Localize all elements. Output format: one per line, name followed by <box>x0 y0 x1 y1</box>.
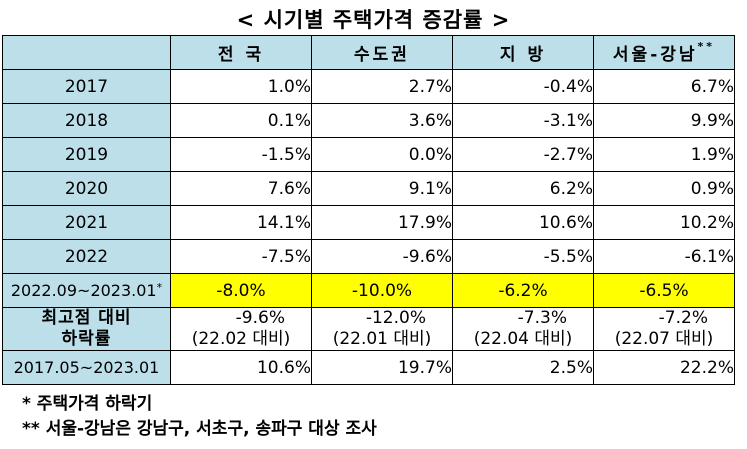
footnotes: * 주택가격 하락기 ** 서울-강남은 강남구, 서초구, 송파구 대상 조사 <box>22 392 377 442</box>
price-change-table: 전 국 수도권 지 방 서울-강남** 2017 1.0% 2.7% -0.4%… <box>2 35 735 385</box>
footnote-1: * 주택가격 하락기 <box>22 394 153 414</box>
highlight-row: 2022.09~2023.01* -8.0% -10.0% -6.2% -6.5… <box>2 273 735 308</box>
row-period: 2021 <box>2 205 171 240</box>
cell-value: -7.2% (22.07 대비) <box>593 307 735 351</box>
header-row: 전 국 수도권 지 방 서울-강남** <box>2 35 735 70</box>
cell-value: 0.0% <box>311 137 453 172</box>
cell-value: 10.6% <box>170 350 312 385</box>
cell-value: 6.7% <box>593 69 735 104</box>
cell-value: -2.7% <box>452 137 594 172</box>
cell-value: -3.1% <box>452 103 594 138</box>
cell-value: -9.6% <box>311 239 453 274</box>
cell-value: 1.9% <box>593 137 735 172</box>
cell-value: -6.1% <box>593 239 735 274</box>
col-header-capital: 수도권 <box>311 35 453 70</box>
cell-value: -7.3% (22.04 대비) <box>452 307 594 351</box>
table-row: 2022 -7.5% -9.6% -5.5% -6.1% <box>2 239 735 274</box>
cell-value: 10.6% <box>452 205 594 240</box>
cell-value: -8.0% <box>170 273 312 308</box>
col-header-nationwide: 전 국 <box>170 35 312 70</box>
row-period: 2018 <box>2 103 171 138</box>
col-header-regional: 지 방 <box>452 35 594 70</box>
cell-value: 1.0% <box>170 69 312 104</box>
cell-value: 19.7% <box>311 350 453 385</box>
cell-value: 17.9% <box>311 205 453 240</box>
cell-value: 6.2% <box>452 171 594 206</box>
total-row: 2017.05~2023.01 10.6% 19.7% 2.5% 22.2% <box>2 350 735 385</box>
cell-value: 14.1% <box>170 205 312 240</box>
row-period: 2022 <box>2 239 171 274</box>
row-period: 2022.09~2023.01* <box>2 273 171 308</box>
cell-value: 2.7% <box>311 69 453 104</box>
cell-value: 3.6% <box>311 103 453 138</box>
cell-value: 0.9% <box>593 171 735 206</box>
row-period: 2019 <box>2 137 171 172</box>
cell-value: -7.5% <box>170 239 312 274</box>
cell-value: 22.2% <box>593 350 735 385</box>
cell-value: 9.9% <box>593 103 735 138</box>
cell-value: 10.2% <box>593 205 735 240</box>
cell-value: -1.5% <box>170 137 312 172</box>
cell-value: -9.6% (22.02 대비) <box>170 307 312 351</box>
row-period: 2017.05~2023.01 <box>2 350 171 385</box>
table-row: 2021 14.1% 17.9% 10.6% 10.2% <box>2 205 735 240</box>
table-row: 2020 7.6% 9.1% 6.2% 0.9% <box>2 171 735 206</box>
cell-value: -5.5% <box>452 239 594 274</box>
footnote-2: ** 서울-강남은 강남구, 서초구, 송파구 대상 조사 <box>22 419 377 439</box>
table-row: 2019 -1.5% 0.0% -2.7% 1.9% <box>2 137 735 172</box>
cell-value: -12.0% (22.01 대비) <box>311 307 453 351</box>
cell-value: 9.1% <box>311 171 453 206</box>
cell-value: 2.5% <box>452 350 594 385</box>
peak-decline-row: 최고점 대비 하락률 -9.6% (22.02 대비) -12.0% (22.01 … <box>2 307 735 351</box>
cell-value: -6.2% <box>452 273 594 308</box>
table-title: < 시기별 주택가격 증감률 > <box>236 8 511 32</box>
cell-value: -0.4% <box>452 69 594 104</box>
row-period: 2017 <box>2 69 171 104</box>
table-row: 2018 0.1% 3.6% -3.1% 9.9% <box>2 103 735 138</box>
table-row: 2017 1.0% 2.7% -0.4% 6.7% <box>2 69 735 104</box>
col-header-seoul-gangnam: 서울-강남** <box>593 35 735 70</box>
row-period-line2: 하락률 <box>61 329 112 349</box>
header-corner <box>2 35 171 70</box>
cell-value: -10.0% <box>311 273 453 308</box>
cell-value: 7.6% <box>170 171 312 206</box>
cell-value: -6.5% <box>593 273 735 308</box>
cell-value: 0.1% <box>170 103 312 138</box>
row-period-line1: 최고점 대비 <box>41 308 132 328</box>
row-period: 2020 <box>2 171 171 206</box>
row-period: 최고점 대비 하락률 <box>2 307 171 351</box>
